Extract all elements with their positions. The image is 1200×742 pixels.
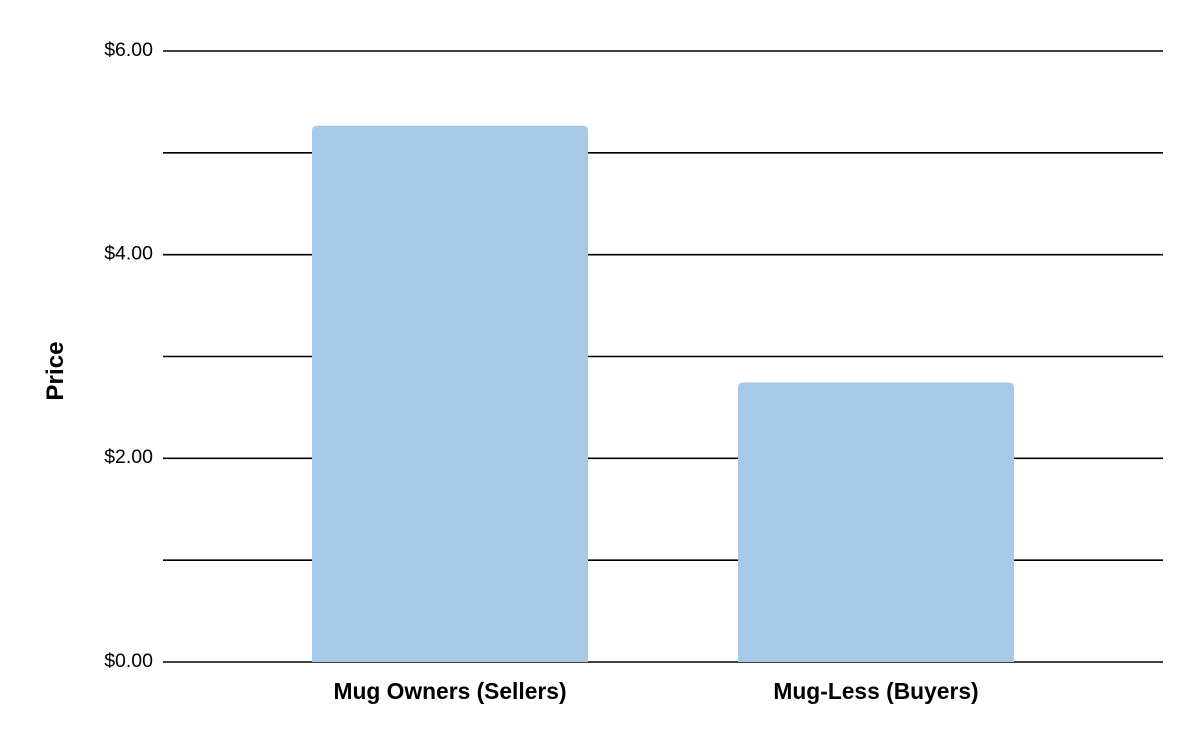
svg-text:$2.00: $2.00 [104,446,153,468]
svg-text:$0.00: $0.00 [104,650,153,672]
svg-text:Price: Price [42,341,69,400]
svg-text:Mug-Less (Buyers): Mug-Less (Buyers) [773,678,978,704]
svg-text:$4.00: $4.00 [104,243,153,265]
svg-text:Mug Owners (Sellers): Mug Owners (Sellers) [333,678,566,704]
svg-text:$6.00: $6.00 [104,39,153,61]
